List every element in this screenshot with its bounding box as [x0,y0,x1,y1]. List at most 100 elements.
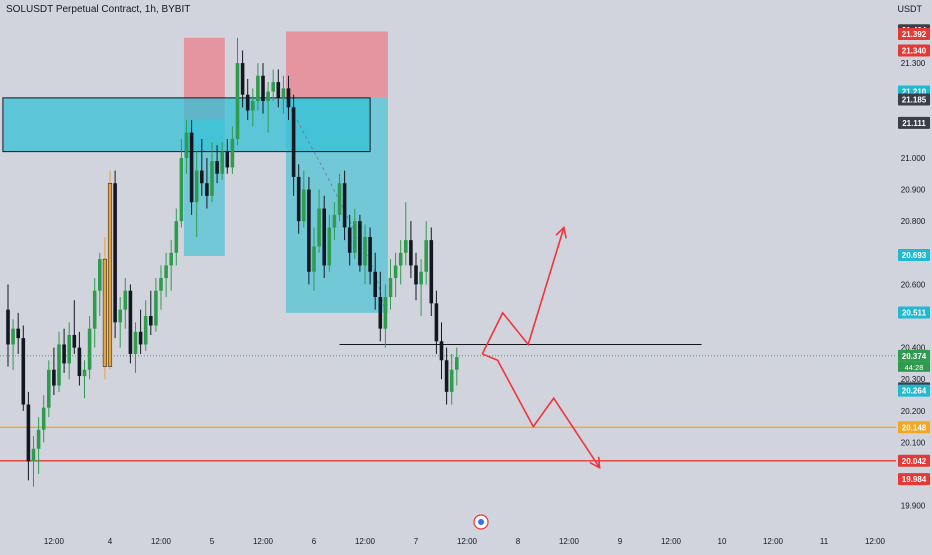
candle-body [455,357,459,370]
candle-body [16,328,20,339]
y-tick-label: 20.200 [901,407,926,416]
bullish-arrow-head [555,225,567,239]
candle-body [337,183,342,215]
candle-body [251,101,255,111]
y-tick-label: 20.400 [901,344,926,353]
y-tick-label: 20.800 [901,217,926,226]
candle-body [245,94,250,111]
candle-body [342,183,347,228]
x-tick-label: 4 [108,537,113,546]
price-badge [898,473,930,486]
candle-body [276,82,281,98]
candle-body [230,138,235,168]
candle-body [194,170,199,203]
x-tick-label: 12:00 [661,537,682,546]
candle-body [72,334,77,348]
x-tick-label: 12:00 [865,537,886,546]
candle-body [225,151,230,168]
candle-body [47,369,51,408]
candle-body [429,240,434,304]
candle-body [174,221,179,253]
y-tick-label: 21.000 [901,154,926,163]
bullish-arrow-line [481,227,565,355]
candle-body [102,258,107,367]
y-tick-label: 20.100 [901,438,926,447]
price-badge [898,28,930,41]
price-badge-label: 21.392 [902,30,927,39]
candle-body [240,63,245,95]
candle-body [449,369,454,392]
price-badge-label: 20.148 [902,423,927,432]
candle-body [184,132,189,158]
candle-body [92,290,97,329]
candle-body [11,328,15,345]
tradingview-logo-icon-inner [478,519,484,525]
price-badge-label: 21.340 [902,46,927,55]
price-badge [898,384,930,397]
price-badge [898,93,930,106]
candle-body [363,236,367,266]
candle-body [404,240,408,253]
candle-body [434,303,439,342]
candle-body [322,208,326,266]
price-badge-label: 21.185 [902,95,927,104]
x-tick-label: 5 [210,537,215,546]
x-tick-label: 8 [516,537,521,546]
y-tick-label: 20.300 [901,375,926,384]
candle-body [57,344,61,386]
price-badge-label: 21.210 [902,88,927,97]
candle-body [296,176,301,222]
candle-body [444,360,449,392]
candle-body [118,309,122,323]
candle-body [98,259,102,291]
x-tick-label: 11 [820,537,829,546]
candle-body [52,369,56,386]
x-tick-label: 10 [718,537,727,546]
y-tick-label: 21.300 [901,59,926,68]
candle-body [67,334,71,364]
price-axis [896,0,932,550]
candle-body [159,278,163,291]
x-tick-label: 6 [312,537,317,546]
candle-body [205,183,209,196]
candle-body [358,221,362,266]
candle-body [138,331,143,345]
candle-body [215,161,219,174]
price-badge [898,116,930,129]
price-badge [898,44,930,57]
countdown-badge [898,361,930,372]
x-tick-label: 12:00 [559,537,580,546]
price-badge [898,454,930,467]
candle-body [414,265,418,285]
candle-body [312,246,316,272]
price-badge-label: 20.264 [902,387,927,396]
candle-body [164,265,168,279]
candle-body [373,271,377,298]
x-tick-label: 12:00 [763,537,784,546]
price-badge [898,306,930,319]
candle-body [327,227,332,266]
candle-body [378,297,383,329]
candle-body [210,161,214,196]
price-badge-label: 20.374 [902,352,927,361]
candle-body [107,182,113,367]
candle-body [113,183,117,323]
candle-body [77,347,82,377]
candle-body [143,316,148,345]
countdown-label: 44:28 [905,363,924,372]
candle-body [424,240,428,272]
candle-body [26,404,31,462]
candle-body [6,309,10,345]
chart-title: SOLUSDT Perpetual Contract, 1h, BYBIT [6,4,191,15]
candle-body [383,297,388,329]
price-badge-label: 19.984 [902,475,927,484]
candle-body [21,338,26,405]
candle-body [189,132,194,203]
candle-body [128,290,133,354]
candle-body [256,75,260,102]
candle-body [307,189,311,272]
candle-body [123,290,128,310]
candle-body [317,208,321,247]
candle-body [347,227,352,253]
candle-body [393,265,398,279]
